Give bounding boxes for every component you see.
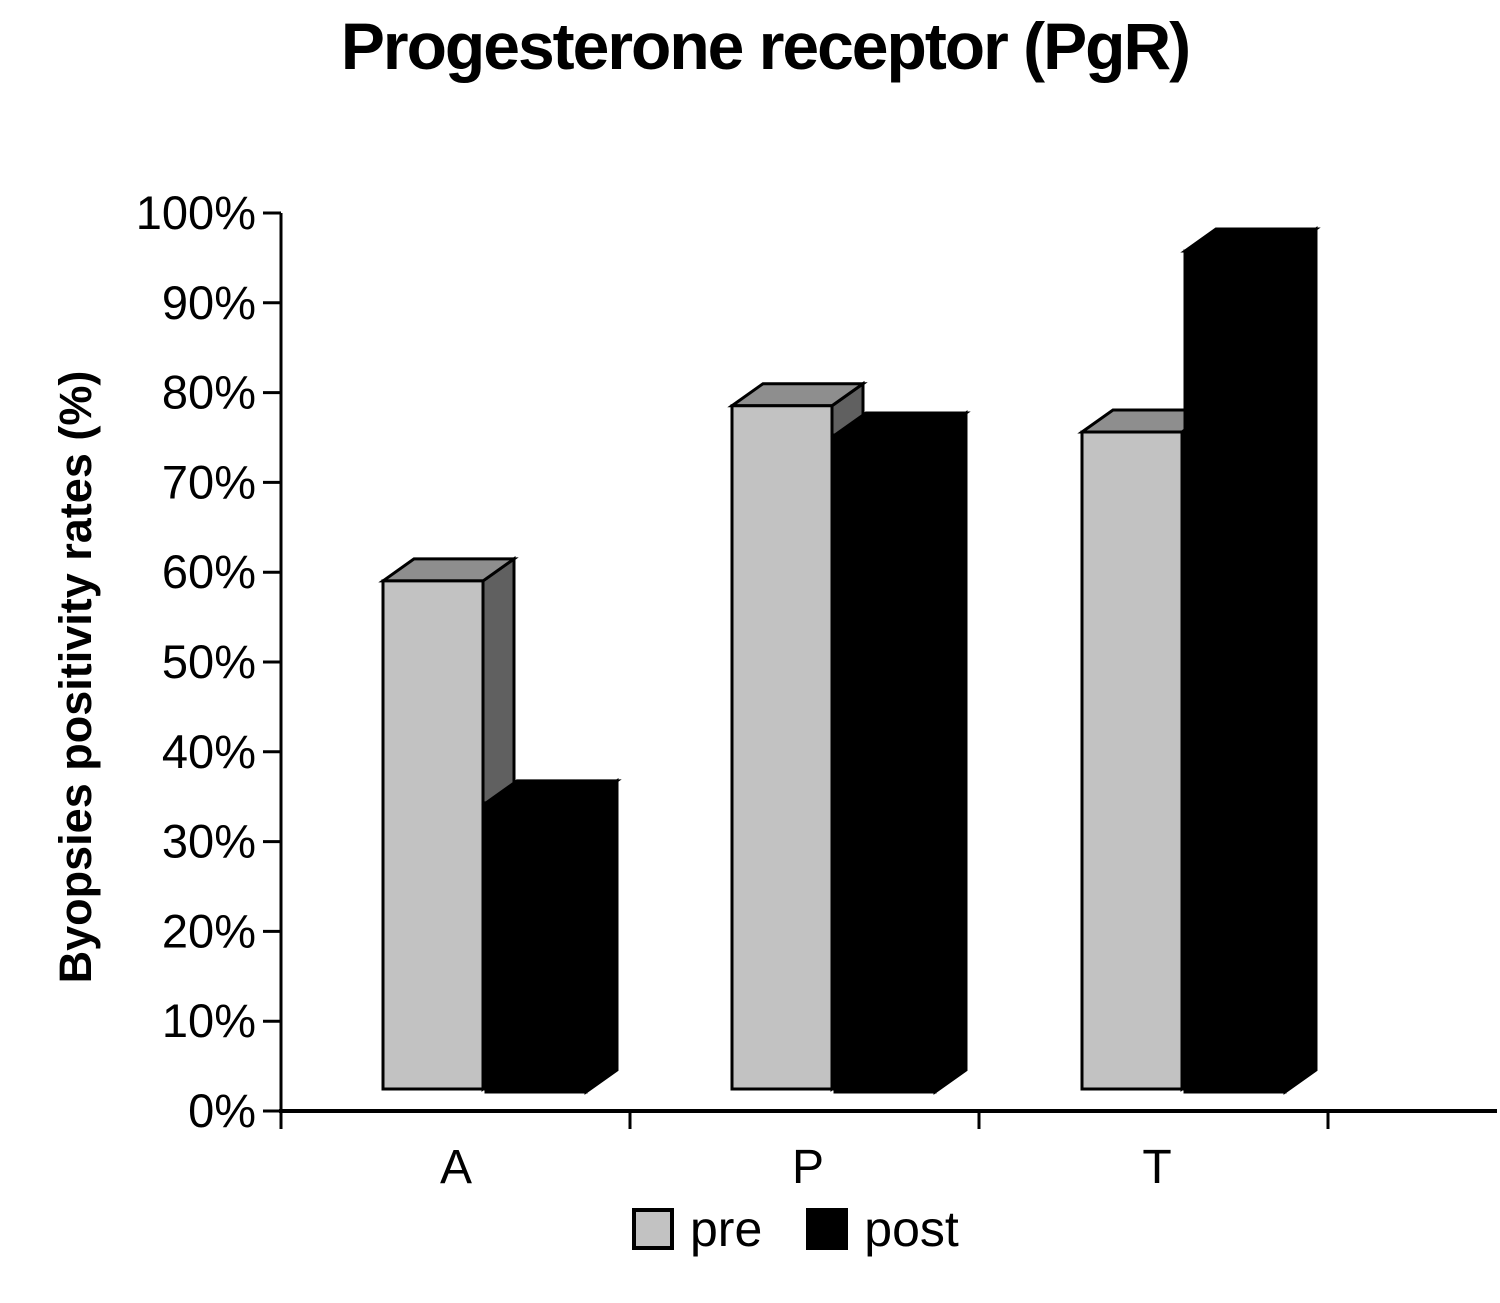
bar-side-post-A (584, 778, 619, 1095)
pre-series-swatch (632, 1208, 674, 1250)
y-tick-label: 90% (162, 276, 256, 329)
chart-title: Progesterone receptor (PgR) (340, 9, 1191, 83)
y-tick-label: 30% (162, 815, 256, 868)
y-tick-label: 60% (162, 545, 256, 598)
bar-pre-P (730, 404, 834, 1091)
y-tick-label: 70% (162, 455, 256, 508)
y-tick-label: 0% (188, 1084, 256, 1137)
legend-label-pre: pre (690, 1201, 763, 1257)
legend-item-post: post (806, 1204, 959, 1254)
y-tick-label: 80% (162, 366, 256, 419)
bar-side-post-T (1283, 226, 1318, 1095)
legend-item-pre: pre (632, 1204, 762, 1254)
x-category-label: P (792, 1141, 824, 1194)
post-series-swatch (806, 1208, 849, 1250)
y-tick-label: 100% (136, 186, 256, 239)
bar-side-post-P (933, 410, 968, 1095)
legend: pre post (632, 1204, 959, 1254)
y-tick-label: 10% (162, 994, 256, 1047)
bar-pre-T (1080, 430, 1184, 1091)
x-category-label: A (440, 1141, 472, 1194)
bar-pre-A (381, 579, 485, 1091)
x-category-label: T (1142, 1141, 1171, 1194)
legend-label-post: post (864, 1201, 959, 1257)
y-tick-label: 20% (162, 904, 256, 957)
y-tick-label: 50% (162, 635, 256, 688)
bar-post-T (1183, 249, 1287, 1094)
y-tick-label: 40% (162, 725, 256, 778)
bar-post-A (484, 801, 588, 1094)
bar-post-P (833, 433, 937, 1094)
